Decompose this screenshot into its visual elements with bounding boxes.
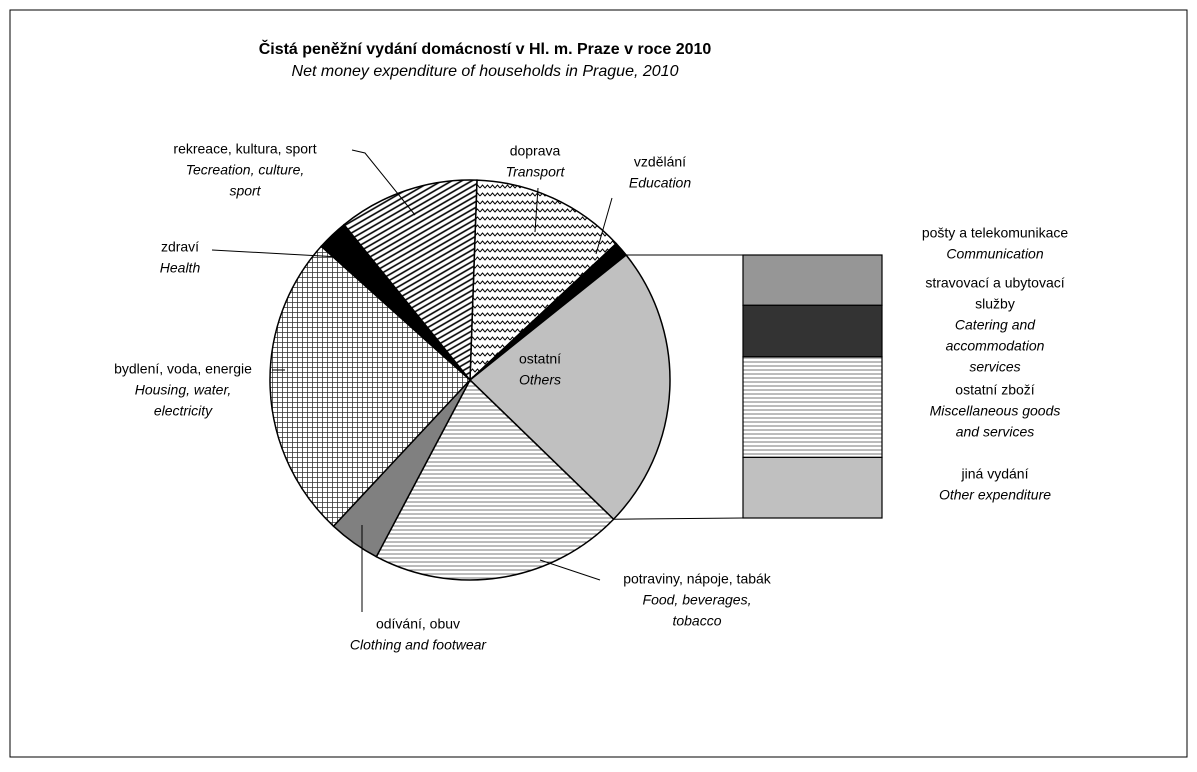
label-en: Health — [160, 260, 201, 276]
label-en: Housing, water, — [135, 382, 232, 398]
label-en: Clothing and footwear — [350, 637, 488, 653]
label-en: electricity — [154, 403, 213, 419]
chart-subtitle: Net money expenditure of households in P… — [292, 63, 679, 80]
bar-segment — [743, 255, 882, 305]
label-cs: pošty a telekomunikace — [922, 225, 1069, 241]
label-en: services — [969, 359, 1020, 375]
label-en: Miscellaneous goods — [930, 403, 1061, 419]
label-en: Tecreation, culture, — [186, 162, 305, 178]
bar-segment — [743, 457, 882, 518]
label-en: sport — [229, 183, 261, 199]
label-en: Education — [629, 175, 691, 191]
label-en: Others — [519, 372, 561, 388]
bar-segment — [743, 305, 882, 356]
label-en: Catering and — [955, 317, 1036, 333]
label-en: Communication — [946, 246, 1043, 262]
label-en: Food, beverages, — [643, 592, 752, 608]
label-en: Transport — [506, 164, 566, 180]
label-en: and services — [956, 424, 1035, 440]
label-cs: ostatní zboží — [955, 382, 1034, 398]
label-cs: odívání, obuv — [376, 616, 460, 632]
label-cs: potraviny, nápoje, tabák — [623, 571, 772, 587]
label-en: tobacco — [672, 613, 721, 629]
bar-segment — [743, 357, 882, 458]
label-en: accommodation — [946, 338, 1045, 354]
label-cs: zdraví — [161, 239, 199, 255]
label-cs: ostatní — [519, 351, 561, 367]
label-cs: stravovací a ubytovací — [925, 275, 1064, 291]
label-cs: jiná vydání — [961, 466, 1029, 482]
label-cs: vzdělání — [634, 154, 686, 170]
label-cs: bydlení, voda, energie — [114, 361, 252, 377]
label-en: Other expenditure — [939, 487, 1051, 503]
chart-title: Čistá peněžní vydání domácností v Hl. m.… — [259, 39, 712, 58]
label-cs: doprava — [510, 143, 561, 159]
label-cs: rekreace, kultura, sport — [173, 141, 316, 157]
label-cs: služby — [975, 296, 1015, 312]
